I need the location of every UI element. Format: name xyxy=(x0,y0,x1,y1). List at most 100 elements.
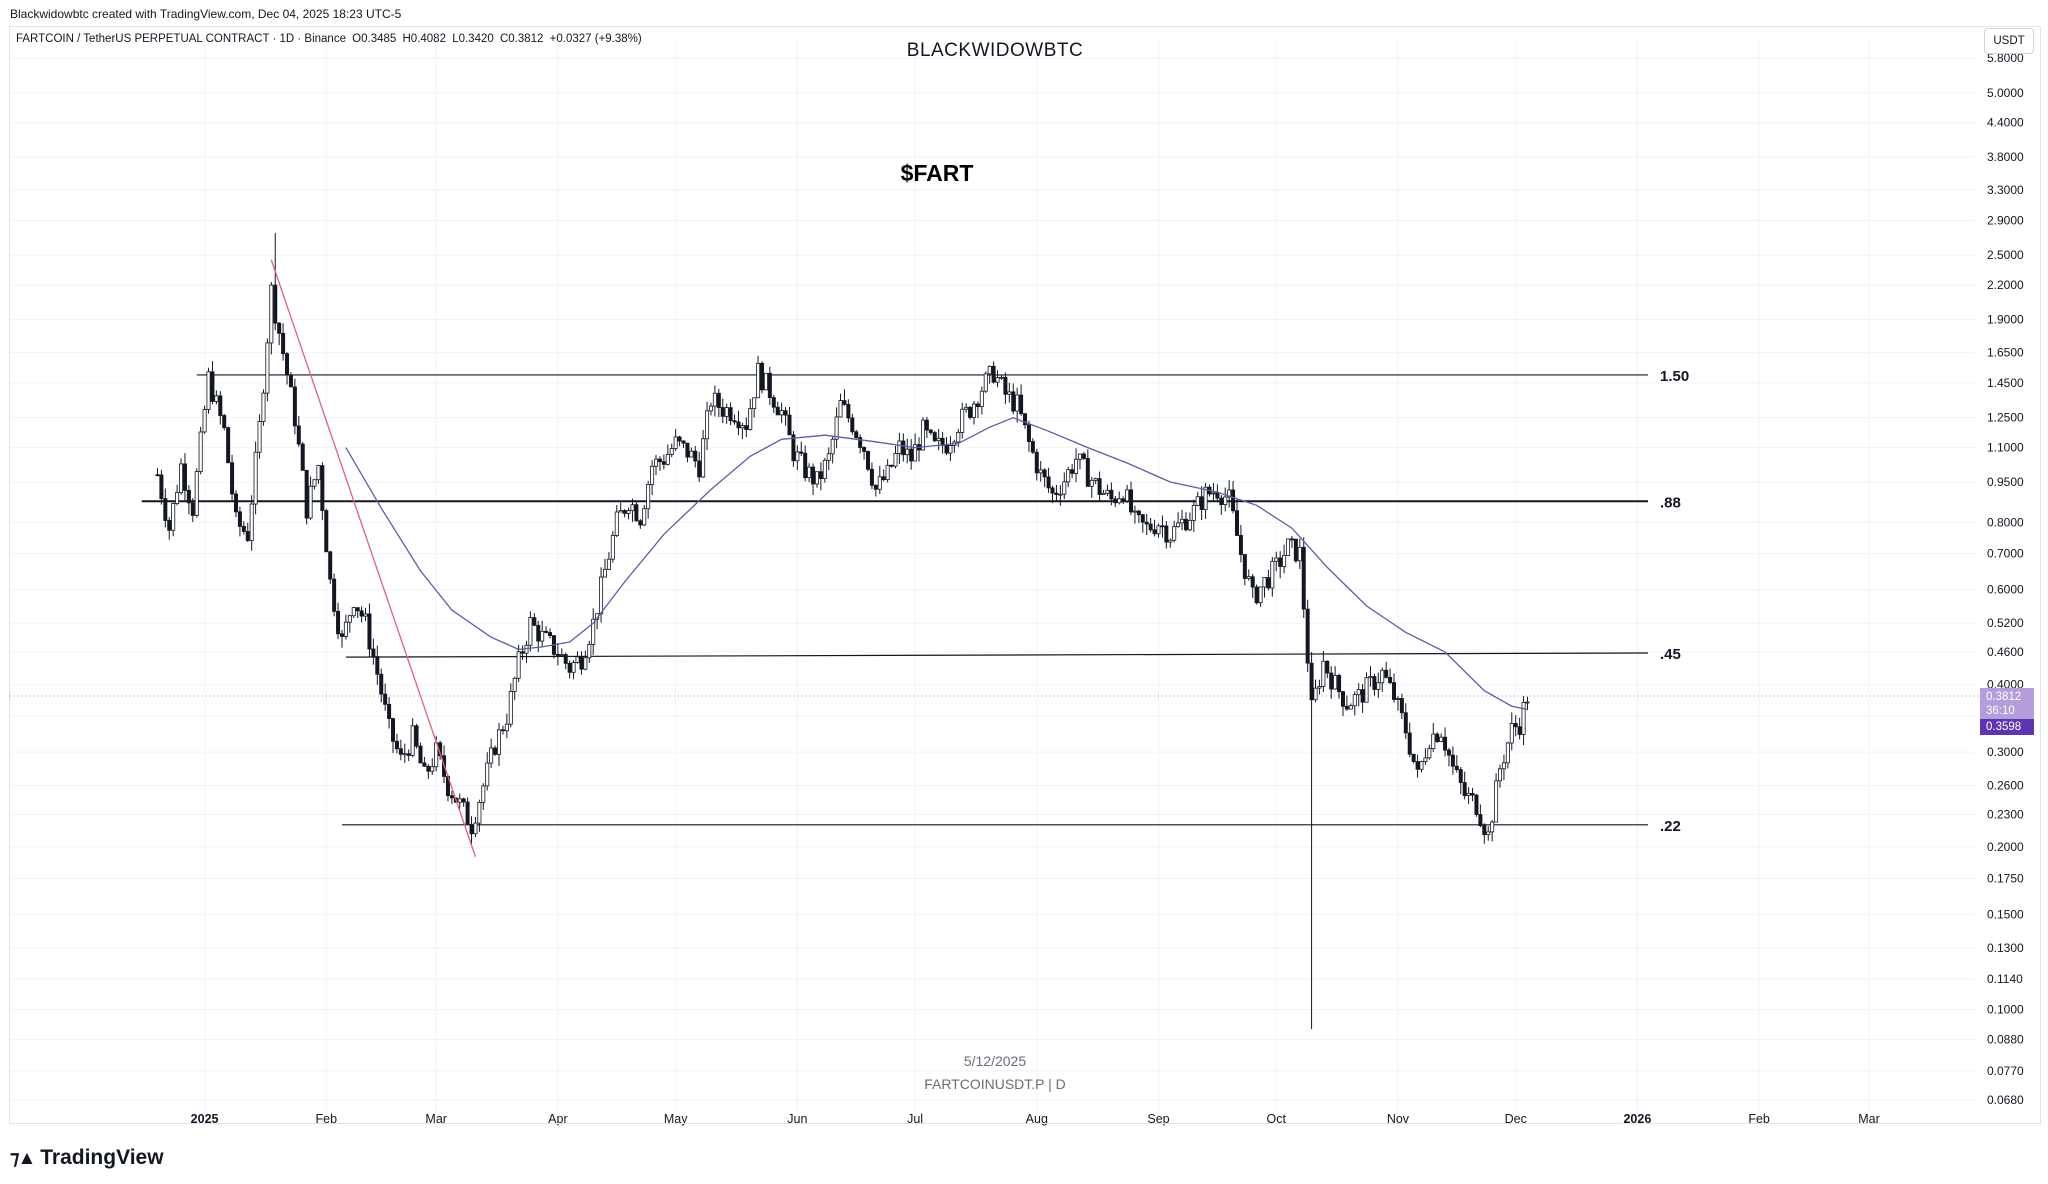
candle-body xyxy=(685,442,690,458)
level-label: .22 xyxy=(1660,818,1681,835)
candle-body xyxy=(716,392,721,408)
y-tick-label: 0.7000 xyxy=(1987,547,2024,561)
currency-button[interactable]: USDT xyxy=(1984,28,2034,54)
level-label: 1.50 xyxy=(1660,368,1689,385)
candle-body xyxy=(858,437,863,448)
moving-average-line xyxy=(345,417,1528,711)
candle-body xyxy=(1478,814,1483,827)
candle-body xyxy=(869,468,874,486)
candle-body xyxy=(1235,510,1240,536)
candle-body xyxy=(936,437,941,442)
candle-body xyxy=(1439,736,1444,742)
candle-body xyxy=(548,632,553,637)
y-tick-label: 0.8000 xyxy=(1987,515,2024,529)
creator-credit: Blackwidowbtc created with TradingView.c… xyxy=(10,7,402,21)
x-tick-label: Mar xyxy=(1858,1112,1880,1126)
candle-body xyxy=(956,432,961,443)
last-price-tag: 0.3812 36:10 xyxy=(1980,688,2034,719)
candle-body xyxy=(1352,694,1357,707)
candle-body xyxy=(901,440,906,456)
candle-body xyxy=(1223,496,1228,505)
candle-body xyxy=(1435,733,1440,742)
candle-body xyxy=(1395,697,1400,700)
candle-body xyxy=(862,447,867,452)
candle-body xyxy=(1015,394,1020,412)
candle-body xyxy=(1144,521,1149,525)
candle-body xyxy=(520,651,525,654)
level-label: .45 xyxy=(1660,646,1681,663)
x-tick-label: Jul xyxy=(907,1112,923,1126)
watermark-symbol: FARTCOINUSDT.P | D xyxy=(924,1076,1066,1092)
candle-body xyxy=(811,466,816,485)
candle-body xyxy=(430,766,435,772)
candle-body xyxy=(508,691,513,725)
candle-body xyxy=(1231,489,1236,512)
candle-body xyxy=(1007,391,1012,395)
candle-body xyxy=(1085,458,1090,487)
candle-body xyxy=(995,377,1000,383)
candle-body xyxy=(744,425,749,430)
level-label: .88 xyxy=(1660,494,1681,511)
candle-body xyxy=(1431,733,1436,749)
symbol-name[interactable]: FARTCOIN / TetherUS PERPETUAL CONTRACT ·… xyxy=(16,33,346,45)
candle-body xyxy=(1199,496,1204,510)
x-tick-label: Feb xyxy=(316,1112,338,1126)
tradingview-logo[interactable]: ⁊▲ TradingView xyxy=(10,1146,164,1170)
symbol-legend[interactable]: FARTCOIN / TetherUS PERPETUAL CONTRACT ·… xyxy=(16,33,645,45)
candle-body xyxy=(532,617,537,626)
downtrend-line xyxy=(270,259,477,857)
candle-body xyxy=(1038,469,1043,474)
candle-body xyxy=(1066,469,1071,483)
candle-body xyxy=(1368,676,1373,679)
candle-body xyxy=(1384,669,1389,678)
candle-body xyxy=(155,474,160,477)
candle-body xyxy=(355,607,360,612)
y-tick-label: 0.9500 xyxy=(1987,475,2024,489)
x-tick-label: Jun xyxy=(787,1112,807,1126)
y-tick-label: 0.1500 xyxy=(1987,908,2024,922)
candle-body xyxy=(418,745,423,764)
candle-body xyxy=(1509,723,1514,744)
candle-body xyxy=(1180,518,1185,524)
candle-body xyxy=(1443,736,1448,751)
candle-body xyxy=(489,747,494,764)
y-tick-label: 2.9000 xyxy=(1987,213,2024,227)
candle-body xyxy=(795,451,800,462)
candle-body xyxy=(1266,577,1271,589)
candle-body xyxy=(787,414,792,436)
candle-body xyxy=(414,725,419,747)
candle-body xyxy=(905,448,910,456)
candle-body xyxy=(198,431,203,472)
candle-body xyxy=(163,498,168,521)
bar-countdown: 36:10 xyxy=(1986,705,2015,717)
candle-body xyxy=(1191,504,1196,521)
candle-body xyxy=(202,409,207,433)
ohlc-close: C0.3812 xyxy=(499,33,544,45)
candle-body xyxy=(465,801,470,826)
candle-body xyxy=(1070,469,1075,474)
candle-body xyxy=(1042,469,1047,478)
candle-body xyxy=(803,452,808,479)
candle-body xyxy=(665,454,670,465)
ohlc-high: H0.4082 xyxy=(402,33,446,45)
candle-body xyxy=(634,504,639,522)
candle-body xyxy=(893,453,898,467)
candle-body xyxy=(873,484,878,490)
candle-body xyxy=(1286,538,1291,556)
chart-frame xyxy=(9,26,2041,1124)
candle-body xyxy=(1023,413,1028,426)
candle-body xyxy=(1152,529,1157,535)
candle-body xyxy=(897,440,902,454)
candle-body xyxy=(842,400,847,405)
candle-body xyxy=(1129,489,1134,513)
candle-body xyxy=(756,362,761,399)
candle-body xyxy=(1011,391,1016,412)
candle-body xyxy=(932,432,937,442)
candle-body xyxy=(979,390,984,408)
candle-body xyxy=(630,504,635,511)
candle-body xyxy=(504,723,509,732)
candle-body xyxy=(277,322,282,334)
y-tick-label: 5.8000 xyxy=(1987,51,2024,65)
y-tick-label: 0.1750 xyxy=(1987,871,2024,885)
